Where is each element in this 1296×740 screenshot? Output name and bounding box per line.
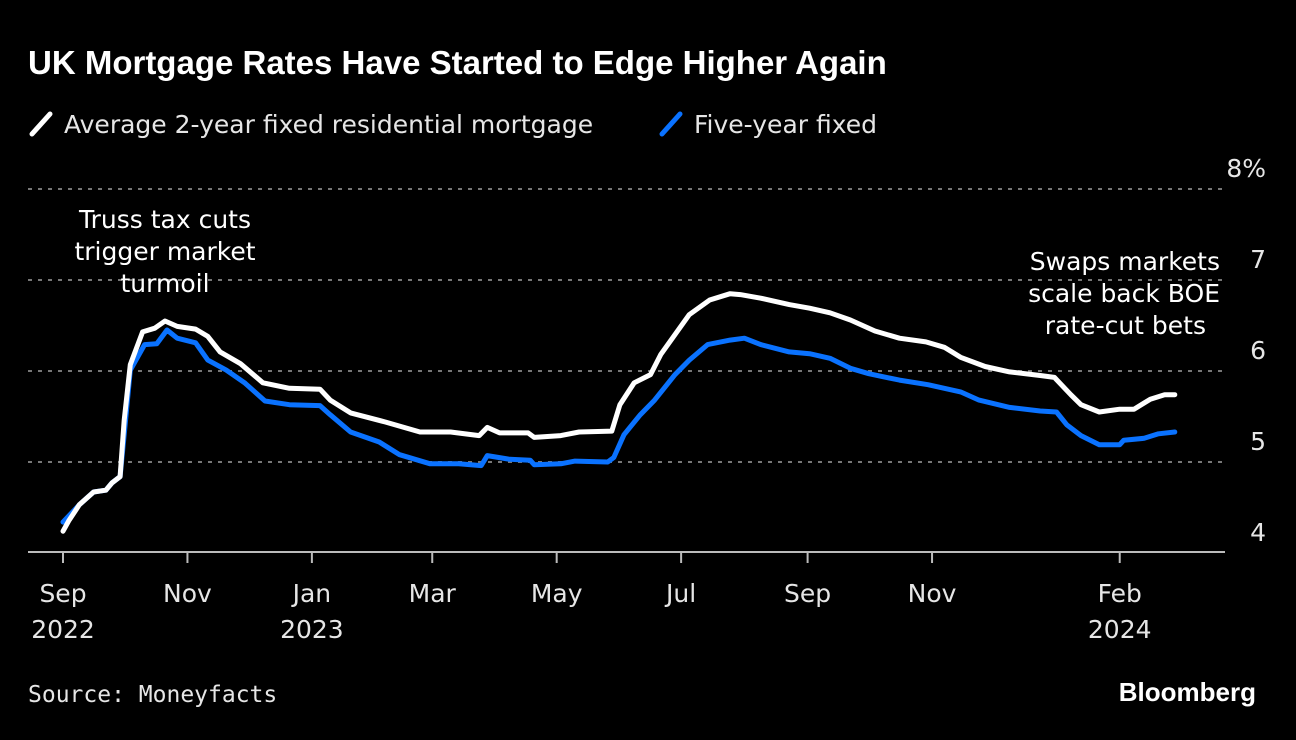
annotation-line: turmoil [120, 269, 209, 298]
x-tick-label: Nov [908, 579, 957, 608]
x-tick-label: Nov [163, 579, 212, 608]
x-tick-label: Mar [409, 579, 457, 608]
y-tick-label: 8% [1226, 154, 1266, 183]
legend-swatch-2-year [29, 111, 53, 137]
annotation-line: scale back BOE [1028, 279, 1220, 308]
annotation-line: trigger market [74, 237, 255, 266]
series-line-two-year [60, 291, 1178, 534]
legend-label-5-year: Five-year fixed [694, 110, 877, 139]
x-tick-label: Sep [39, 579, 86, 608]
y-tick-label: 6 [1250, 336, 1266, 365]
x-tick-year-label: 2023 [280, 615, 344, 644]
legend-label-2-year: Average 2-year fixed residential mortgag… [64, 110, 593, 139]
x-tick-label: Feb [1098, 579, 1142, 608]
series-line-five-year [60, 327, 1178, 525]
chart-title: UK Mortgage Rates Have Started to Edge H… [28, 44, 887, 81]
y-tick-label: 5 [1250, 427, 1266, 456]
bloomberg-logo: Bloomberg [1119, 677, 1256, 707]
x-tick-year-label: 2024 [1088, 615, 1152, 644]
annotation-swaps: Swaps markets scale back BOE rate-cut be… [1028, 247, 1220, 340]
legend-swatch-5-year [659, 111, 683, 137]
x-axis: Sep 2022 Nov Jan 2023 Mar May Jul Sep Nov Feb 2024 [31, 552, 1152, 644]
x-tick-label: Sep [784, 579, 831, 608]
y-tick-label: 4 [1250, 518, 1266, 547]
annotation-line: Truss tax cuts [78, 205, 251, 234]
x-tick-label: May [531, 579, 583, 608]
y-axis: 4 5 6 7 8% [1226, 154, 1266, 547]
x-tick-label: Jan [291, 579, 332, 608]
x-tick-label: Jul [664, 579, 696, 608]
annotation-line: Swaps markets [1030, 247, 1220, 276]
x-tick-year-label: 2022 [31, 615, 95, 644]
series-lines [60, 291, 1178, 534]
annotation-line: rate-cut bets [1045, 311, 1206, 340]
legend: Average 2-year fixed residential mortgag… [29, 110, 877, 139]
source-note: Source: Moneyfacts [28, 682, 277, 708]
y-tick-label: 7 [1250, 245, 1266, 274]
annotation-truss: Truss tax cuts trigger market turmoil [74, 205, 255, 298]
